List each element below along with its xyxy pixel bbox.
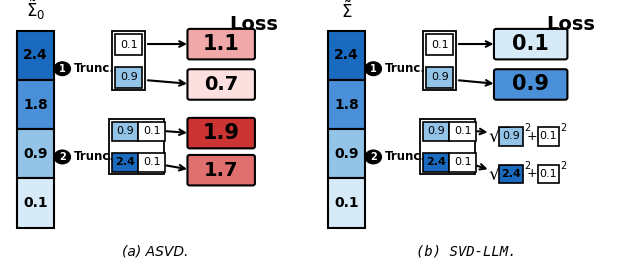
Text: 1.9: 1.9 xyxy=(203,123,239,143)
Text: 1.8: 1.8 xyxy=(334,98,359,112)
Text: 0.1: 0.1 xyxy=(143,157,160,167)
Text: 0.9: 0.9 xyxy=(512,75,549,95)
Bar xyxy=(17,178,54,227)
Bar xyxy=(450,153,476,172)
Text: $\sqrt{\;}$: $\sqrt{\;}$ xyxy=(488,126,511,146)
Text: 0.1: 0.1 xyxy=(513,34,549,54)
Text: 0.1: 0.1 xyxy=(23,196,48,210)
Text: 0.7: 0.7 xyxy=(204,75,238,94)
Text: 0.9: 0.9 xyxy=(334,147,358,161)
Bar xyxy=(139,122,165,141)
Text: Loss: Loss xyxy=(230,15,279,33)
Text: +: + xyxy=(527,130,537,142)
Bar xyxy=(499,127,523,145)
Text: +: + xyxy=(527,167,537,180)
Text: 0.1: 0.1 xyxy=(120,39,137,50)
Text: $\tilde{\Sigma}_0$: $\tilde{\Sigma}_0$ xyxy=(26,0,45,22)
Text: 0.1: 0.1 xyxy=(143,126,160,136)
Bar xyxy=(139,153,165,172)
Bar xyxy=(450,122,476,141)
Bar xyxy=(423,153,450,172)
Text: 0.1: 0.1 xyxy=(431,39,448,50)
Text: Trunc.: Trunc. xyxy=(73,62,114,75)
Text: 2.4: 2.4 xyxy=(334,48,359,62)
Bar xyxy=(328,129,365,178)
Circle shape xyxy=(54,150,70,164)
Bar xyxy=(112,122,139,141)
Text: 2: 2 xyxy=(560,124,566,133)
FancyBboxPatch shape xyxy=(187,29,255,59)
Text: 0.9: 0.9 xyxy=(502,131,520,141)
Bar xyxy=(328,80,365,129)
Text: 0.1: 0.1 xyxy=(454,126,471,136)
Text: Trunc.: Trunc. xyxy=(384,150,425,164)
FancyBboxPatch shape xyxy=(187,69,255,100)
Text: 1.8: 1.8 xyxy=(23,98,48,112)
Text: (b) SVD-LLM.: (b) SVD-LLM. xyxy=(416,244,517,258)
FancyBboxPatch shape xyxy=(494,69,567,100)
Text: (a) ASVD.: (a) ASVD. xyxy=(123,244,188,258)
Text: 0.1: 0.1 xyxy=(539,169,557,179)
FancyBboxPatch shape xyxy=(187,118,255,149)
Circle shape xyxy=(365,62,381,76)
Text: 2.4: 2.4 xyxy=(501,169,521,179)
Text: 2: 2 xyxy=(59,152,66,162)
Bar xyxy=(115,34,142,55)
Bar xyxy=(328,178,365,227)
Bar xyxy=(537,127,559,145)
Bar xyxy=(17,31,54,80)
Text: 1: 1 xyxy=(59,64,66,74)
Circle shape xyxy=(54,62,70,76)
Text: 2: 2 xyxy=(524,124,531,133)
Bar xyxy=(423,31,456,90)
Text: 0.1: 0.1 xyxy=(539,131,557,141)
Bar xyxy=(115,67,142,88)
Text: 2: 2 xyxy=(524,161,531,171)
Bar xyxy=(328,31,365,80)
FancyBboxPatch shape xyxy=(187,155,255,185)
Text: 0.9: 0.9 xyxy=(120,72,137,82)
Bar xyxy=(17,80,54,129)
Bar xyxy=(537,164,559,183)
Text: 2: 2 xyxy=(370,152,377,162)
Bar xyxy=(499,164,523,183)
Text: 2: 2 xyxy=(560,161,566,171)
Bar xyxy=(426,67,453,88)
Bar xyxy=(420,119,475,174)
Text: 2.4: 2.4 xyxy=(23,48,48,62)
Text: Trunc.: Trunc. xyxy=(73,150,114,164)
Text: 0.1: 0.1 xyxy=(334,196,359,210)
Bar xyxy=(426,34,453,55)
Text: 1: 1 xyxy=(370,64,377,74)
Text: 0.9: 0.9 xyxy=(427,126,445,136)
Text: Trunc.: Trunc. xyxy=(384,62,425,75)
Bar xyxy=(112,31,145,90)
Text: 1.1: 1.1 xyxy=(203,34,239,54)
Text: 0.9: 0.9 xyxy=(23,147,47,161)
Text: 1.7: 1.7 xyxy=(204,161,238,180)
Circle shape xyxy=(365,150,381,164)
Text: 0.9: 0.9 xyxy=(116,126,134,136)
Text: $\sqrt{\;}$: $\sqrt{\;}$ xyxy=(488,164,511,184)
Bar xyxy=(423,122,450,141)
FancyBboxPatch shape xyxy=(494,29,567,59)
Text: 0.1: 0.1 xyxy=(454,157,471,167)
Bar xyxy=(109,119,164,174)
Text: 2.4: 2.4 xyxy=(427,157,446,167)
Text: 2.4: 2.4 xyxy=(116,157,135,167)
Text: $\tilde{\Sigma}$: $\tilde{\Sigma}$ xyxy=(341,1,352,22)
Text: 0.9: 0.9 xyxy=(431,72,448,82)
Bar xyxy=(17,129,54,178)
Text: Loss: Loss xyxy=(547,15,595,33)
Bar xyxy=(112,153,139,172)
